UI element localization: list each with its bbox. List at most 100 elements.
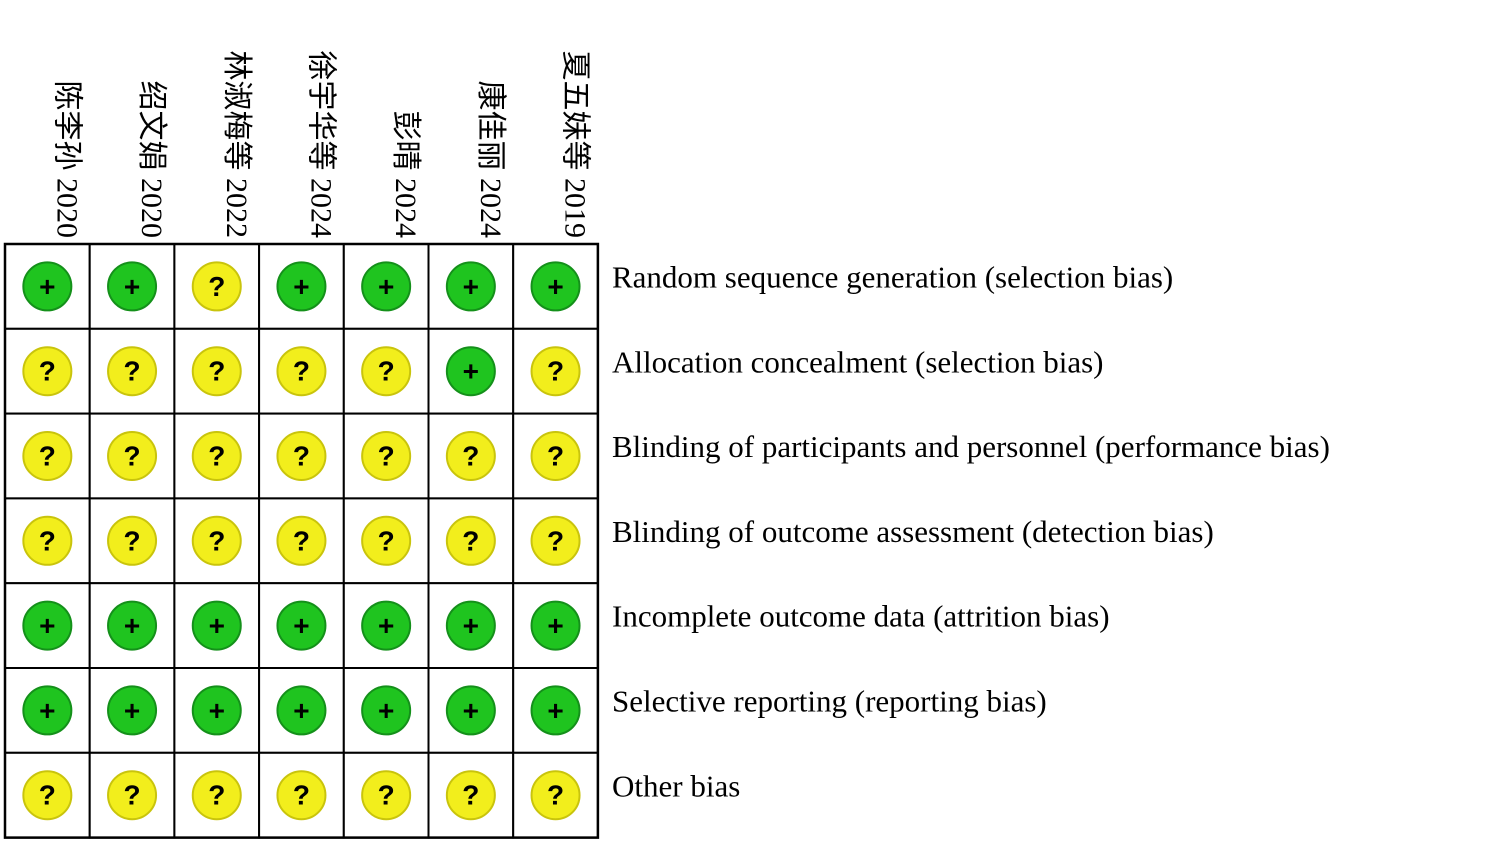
domain-label: Blinding of outcome assessment (detectio…	[612, 514, 1214, 549]
unclear-risk-icon	[530, 346, 581, 397]
judgment: ?	[378, 780, 395, 811]
study-label: 徐宇华等 2024	[304, 51, 337, 239]
judgment: +	[124, 271, 140, 302]
unclear-risk-icon	[191, 431, 242, 481]
low-risk-icon	[22, 261, 73, 312]
study-label: 陈李孙 2020	[50, 81, 83, 239]
low-risk-icon	[530, 261, 581, 312]
judgment: +	[463, 271, 479, 302]
low-risk-icon	[276, 685, 327, 736]
judgment: +	[293, 610, 309, 641]
judgment: ?	[462, 780, 479, 811]
judgment: +	[124, 695, 140, 726]
unclear-risk-icon	[22, 770, 73, 821]
domain-label: Random sequence generation (selection bi…	[612, 260, 1173, 295]
study-label: 夏五妹等 2019	[559, 51, 592, 239]
low-risk-icon	[276, 261, 327, 312]
judgment: ?	[547, 356, 564, 387]
low-risk-icon	[22, 685, 73, 736]
judgment: ?	[39, 780, 56, 811]
judgment: ?	[462, 525, 479, 556]
low-risk-icon	[276, 600, 327, 651]
unclear-risk-icon	[445, 431, 496, 481]
unclear-risk-icon	[107, 515, 158, 566]
judgment: ?	[39, 525, 56, 556]
low-risk-icon	[361, 600, 412, 651]
unclear-risk-icon	[22, 346, 73, 397]
unclear-risk-icon	[276, 770, 327, 821]
domain-label: Incomplete outcome data (attrition bias)	[612, 599, 1110, 634]
judgment: +	[39, 695, 55, 726]
low-risk-icon	[445, 261, 496, 312]
judgment: ?	[547, 525, 564, 556]
unclear-risk-icon	[22, 515, 73, 566]
judgment: ?	[547, 780, 564, 811]
judgment: ?	[293, 525, 310, 556]
judgment: ?	[208, 525, 225, 556]
judgment: ?	[123, 780, 140, 811]
low-risk-icon	[22, 600, 73, 651]
unclear-risk-icon	[361, 770, 412, 821]
judgment: ?	[208, 356, 225, 387]
judgment: +	[378, 271, 394, 302]
grid-border	[3, 242, 600, 839]
unclear-risk-icon	[22, 431, 73, 481]
low-risk-icon	[530, 600, 581, 651]
low-risk-icon	[107, 261, 158, 312]
low-risk-icon	[107, 600, 158, 651]
judgment: ?	[123, 525, 140, 556]
unclear-risk-icon	[191, 346, 242, 397]
judgment: ?	[208, 271, 225, 302]
unclear-risk-icon	[361, 515, 412, 566]
unclear-risk-icon	[361, 431, 412, 481]
low-risk-icon	[191, 685, 242, 736]
low-risk-icon	[445, 600, 496, 651]
unclear-risk-icon	[361, 346, 412, 397]
unclear-risk-icon	[530, 431, 581, 481]
judgment: +	[209, 695, 225, 726]
judgment: +	[547, 271, 563, 302]
low-risk-icon	[107, 685, 158, 736]
study-label: 绍文娟 2020	[135, 81, 168, 239]
study-label: 彭晴 2024	[389, 110, 422, 238]
judgment: ?	[208, 441, 225, 472]
judgment: +	[463, 356, 479, 387]
judgment: +	[463, 695, 479, 726]
judgment: ?	[293, 441, 310, 472]
unclear-risk-icon	[191, 261, 242, 312]
unclear-risk-icon	[276, 515, 327, 566]
judgment: ?	[293, 780, 310, 811]
unclear-risk-icon	[530, 515, 581, 566]
domain-label: Allocation concealment (selection bias)	[612, 344, 1104, 379]
domain-label: Blinding of participants and personnel (…	[612, 429, 1330, 464]
unclear-risk-icon	[530, 770, 581, 821]
unclear-risk-icon	[276, 431, 327, 481]
judgment: +	[547, 695, 563, 726]
unclear-risk-icon	[191, 515, 242, 566]
low-risk-icon	[361, 261, 412, 312]
judgment: +	[378, 610, 394, 641]
unclear-risk-icon	[191, 770, 242, 821]
judgment: ?	[39, 441, 56, 472]
study-label: 康佳丽 2024	[474, 81, 507, 239]
judgment: ?	[547, 441, 564, 472]
low-risk-icon	[445, 346, 496, 397]
judgment: +	[293, 271, 309, 302]
judgment: +	[547, 610, 563, 641]
judgment: +	[124, 610, 140, 641]
domain-label: Selective reporting (reporting bias)	[612, 684, 1047, 719]
judgment: +	[39, 271, 55, 302]
low-risk-icon	[361, 685, 412, 736]
low-risk-icon	[530, 685, 581, 736]
judgment: ?	[208, 780, 225, 811]
low-risk-icon	[445, 685, 496, 736]
judgment: +	[39, 610, 55, 641]
unclear-risk-icon	[445, 515, 496, 566]
judgment: +	[463, 610, 479, 641]
judgment: +	[293, 695, 309, 726]
unclear-risk-icon	[276, 346, 327, 397]
judgment: ?	[378, 356, 395, 387]
low-risk-icon	[191, 600, 242, 651]
judgment: ?	[378, 525, 395, 556]
judgment: ?	[123, 441, 140, 472]
